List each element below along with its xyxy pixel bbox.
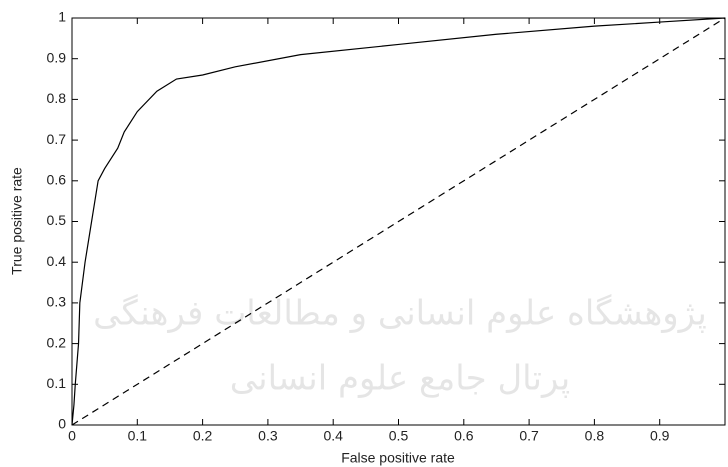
chart: پژوهشگاه علوم انسانی و مطالعات فرهنگی پر…: [0, 0, 728, 467]
x-tick-label: 0.4: [323, 428, 343, 444]
y-tick-label: 0.4: [47, 253, 67, 269]
x-tick-label: 0.1: [128, 428, 148, 444]
y-tick-label: 0.8: [47, 90, 67, 106]
x-tick-label: 0.2: [193, 428, 213, 444]
y-axis-label: True positive rate: [9, 167, 25, 275]
y-tick-label: 0.2: [47, 334, 67, 350]
x-tick-label: 0.6: [454, 428, 474, 444]
x-axis-label: False positive rate: [341, 450, 455, 466]
x-tick-label: 0.7: [519, 428, 539, 444]
y-tick-label: 0.3: [47, 294, 67, 310]
y-tick-label: 0.6: [47, 172, 67, 188]
y-tick-label: 0.1: [47, 375, 67, 391]
y-tick-label: 1: [58, 9, 66, 25]
watermark: پرتال جامع علوم انسانی: [230, 359, 570, 399]
y-tick-label: 0.7: [47, 131, 67, 147]
x-tick-label: 0.9: [650, 428, 670, 444]
x-tick-label: 0.3: [258, 428, 278, 444]
x-tick-label: 0.8: [585, 428, 605, 444]
y-tick-label: 0.5: [47, 212, 67, 228]
x-tick-label: 0: [68, 428, 76, 444]
y-tick-label: 0: [58, 416, 66, 432]
watermark: پژوهشگاه علوم انسانی و مطالعات فرهنگی: [93, 294, 707, 334]
x-tick-label: 0.5: [389, 428, 409, 444]
y-tick-label: 0.9: [47, 49, 67, 65]
